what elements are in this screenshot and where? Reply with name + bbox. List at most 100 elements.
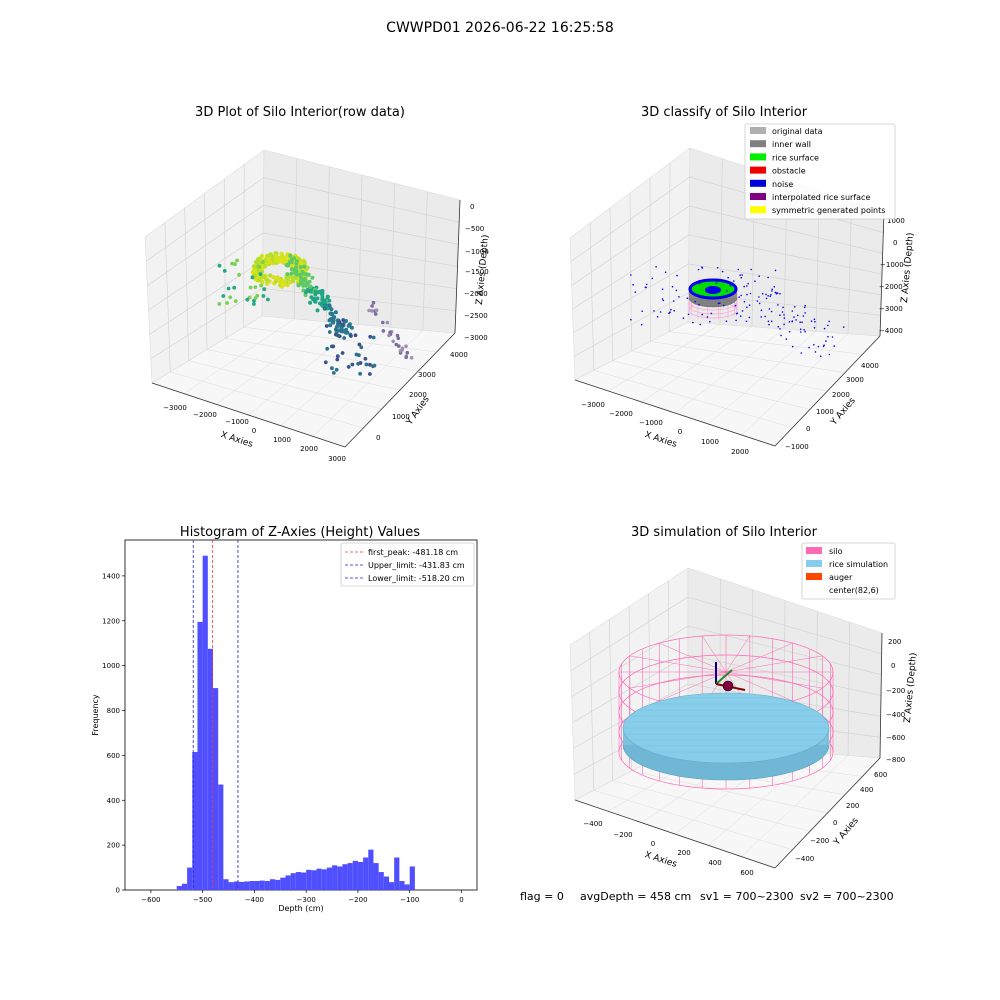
- classify-z-tick: −2000: [879, 283, 903, 291]
- hist-bar: [326, 867, 333, 890]
- raw-point: [320, 288, 325, 293]
- classify-noise-point: [767, 295, 769, 297]
- raw-point: [324, 324, 329, 328]
- hist-title: Histogram of Z-Axies (Height) Values: [180, 525, 420, 540]
- raw-point: [357, 342, 362, 347]
- classify-noise-point: [736, 312, 739, 315]
- classify-noise-point: [804, 331, 806, 333]
- classify-points: [630, 266, 845, 358]
- hist-x-tick-label: −200: [348, 896, 367, 904]
- classify-noise-point: [770, 320, 773, 323]
- hist-bar: [342, 864, 348, 890]
- sim-auger-marker: [715, 662, 746, 692]
- classify-noise-point: [723, 304, 725, 307]
- hist-x-tick-label: −300: [297, 896, 316, 904]
- sim-z-tick: −800: [886, 756, 905, 764]
- raw-point: [233, 262, 237, 267]
- classify-noise-point: [754, 280, 756, 283]
- classify-legend-label: symmetric generated points: [772, 206, 885, 215]
- raw-point: [294, 259, 299, 264]
- classify-noise-point: [719, 302, 721, 304]
- raw-point: [320, 295, 325, 299]
- raw-point: [235, 258, 240, 263]
- sim-z-ticks: 200 0 −200 −400 −600 −800: [886, 638, 905, 764]
- hist-bar: [357, 861, 364, 890]
- classify-noise-point: [761, 292, 764, 295]
- raw-point: [391, 339, 396, 344]
- hist-y-tick-label: 600: [107, 752, 120, 760]
- classify-noise-point: [767, 320, 770, 323]
- hist-bar: [389, 882, 395, 890]
- hist-bar: [285, 875, 291, 890]
- classify-noise-point: [799, 328, 802, 331]
- classify-noise-point: [746, 285, 748, 287]
- silo-top-spoke: [725, 642, 793, 673]
- raw-point: [261, 274, 266, 279]
- hist-bar: [218, 784, 224, 890]
- raw-point: [237, 273, 242, 277]
- raw-point: [328, 323, 333, 328]
- classify-noise-point: [810, 320, 813, 323]
- classify-noise-point: [716, 267, 719, 269]
- classify-noise-point: [738, 296, 740, 298]
- hist-bar: [213, 688, 219, 890]
- classify-noise-point: [788, 331, 791, 333]
- classify-noise-point: [770, 310, 773, 313]
- hist-bar: [295, 872, 301, 890]
- classify-noise-point: [842, 326, 845, 328]
- raw-point: [308, 289, 313, 293]
- raw-point: [398, 349, 403, 353]
- hist-bar: [316, 868, 322, 890]
- raw-point: [284, 258, 289, 263]
- raw-point: [327, 303, 332, 308]
- classify-noise-point: [737, 268, 740, 271]
- classify-noise-point: [651, 277, 654, 280]
- hist-x-tick-label: −600: [141, 896, 160, 904]
- hist-y-tick-label: 1400: [102, 572, 120, 580]
- raw-point: [340, 351, 345, 355]
- classify-noise-point: [750, 268, 752, 271]
- classify-noise-point: [708, 297, 710, 299]
- raw-point: [273, 254, 278, 259]
- classify-noise-point: [794, 306, 796, 308]
- hist-bar: [373, 863, 379, 890]
- classify-noise-point: [748, 304, 751, 307]
- classify-noise-point: [710, 312, 713, 315]
- raw-point: [253, 259, 258, 265]
- hist-vlines: [192, 540, 239, 890]
- classify-noise-point: [669, 311, 671, 314]
- raw-point: [284, 276, 289, 281]
- hist-plot-frame: [124, 539, 478, 891]
- classify-noise-point: [721, 270, 724, 273]
- raw-point: [347, 322, 352, 327]
- raw-point: [394, 342, 399, 347]
- raw-point: [381, 329, 386, 333]
- raw-point: [372, 363, 377, 368]
- raw-point: [282, 282, 288, 287]
- sim-legend-swatch: [806, 547, 822, 554]
- raw-point: [400, 346, 405, 351]
- hist-legend-box: [340, 542, 475, 587]
- hist-bar: [228, 882, 234, 890]
- classify-x-tick: 2000: [731, 448, 749, 456]
- hist-y-tick-label: 400: [107, 797, 120, 805]
- raw-point: [288, 253, 293, 258]
- raw-point: [259, 283, 263, 288]
- classify-noise-point: [793, 316, 795, 318]
- hist-bar: [254, 881, 260, 890]
- classify-noise-point: [758, 275, 760, 278]
- classify-legend-swatch: [750, 153, 766, 161]
- raw-point: [299, 281, 304, 285]
- classify-noise-point: [739, 274, 741, 277]
- raw-point: [270, 257, 275, 262]
- classify-noise-point: [783, 323, 785, 326]
- raw-point: [305, 288, 310, 292]
- hist-y-tick-label: 800: [107, 707, 120, 715]
- classify-xlabel: X Axies: [643, 430, 678, 450]
- sim-legend-label: center(82,6): [829, 586, 879, 595]
- raw-y-ticks: 0 1000 2000 3000 4000: [376, 351, 468, 442]
- raw-point: [396, 336, 401, 341]
- hist-bar: [409, 866, 415, 890]
- classify-z-tick: −1000: [880, 261, 904, 269]
- classify-legend-swatch: [750, 193, 766, 200]
